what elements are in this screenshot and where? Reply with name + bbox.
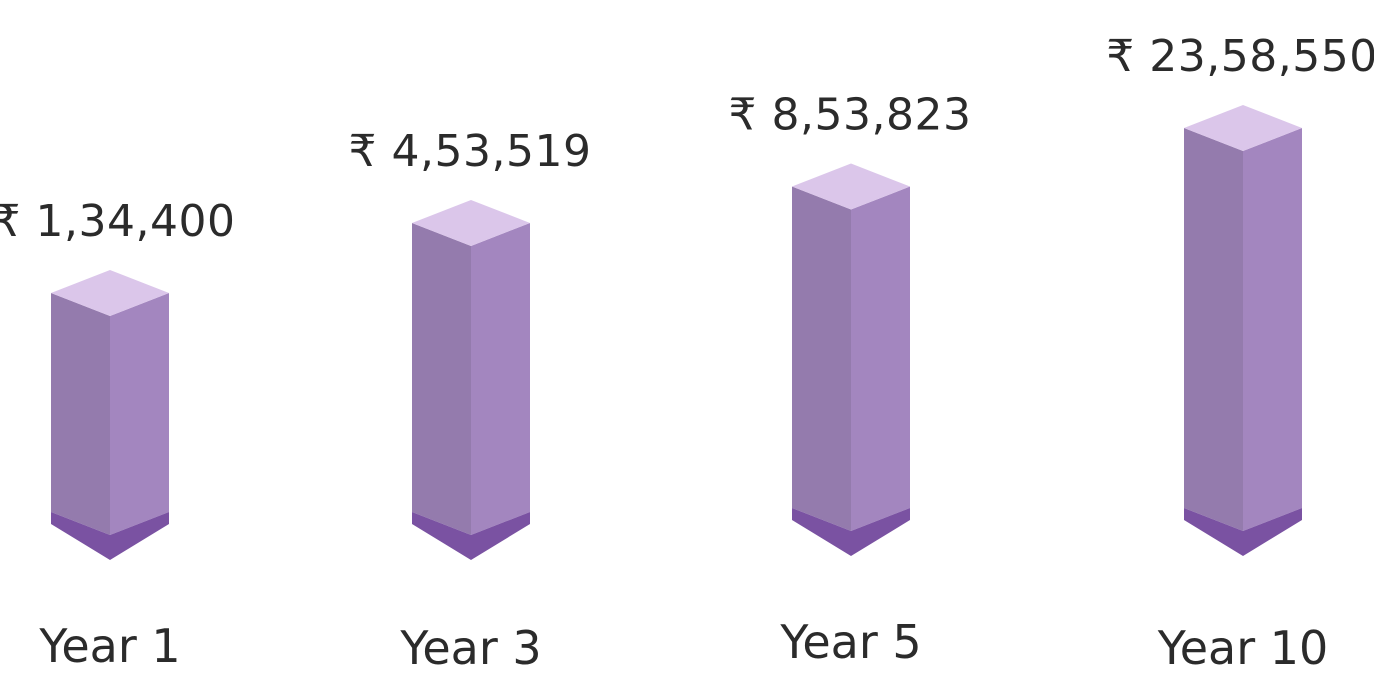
bar-right-face <box>1243 128 1302 531</box>
bar-base <box>51 512 169 560</box>
bar-left-face <box>51 293 110 535</box>
value-label-year-5: ₹ 8,53,823 <box>729 90 972 141</box>
bar-year-5 <box>792 163 910 556</box>
bar-top-face <box>792 163 910 210</box>
bar-top-face <box>51 270 169 316</box>
bar-year-3 <box>412 199 530 560</box>
value-label-year-10: ₹ 23,58,550 <box>1106 31 1374 82</box>
category-label-year-1: Year 1 <box>38 619 180 673</box>
value-label-year-3: ₹ 4,53,519 <box>349 126 592 177</box>
value-label-year-1: ₹ 1,34,400 <box>0 196 235 247</box>
bar-year-10 <box>1184 105 1302 556</box>
bar-left-face <box>412 222 471 535</box>
category-label-year-3: Year 3 <box>399 621 541 674</box>
bar-base <box>412 512 530 560</box>
category-labels-group: Year 1 Year 3 Year 5 Year 10 <box>38 615 1328 674</box>
bar-right-face <box>471 222 530 535</box>
category-label-year-5: Year 5 <box>779 615 921 669</box>
bar-base <box>1184 508 1302 556</box>
bar-base <box>792 508 910 556</box>
bar-right-face <box>851 186 910 531</box>
category-label-year-10: Year 10 <box>1157 621 1329 674</box>
bar-right-face <box>110 293 169 535</box>
value-labels-group: ₹ 1,34,400 ₹ 4,53,519 ₹ 8,53,823 ₹ 23,58… <box>0 31 1374 247</box>
bars-group <box>51 105 1302 560</box>
bar-left-face <box>1184 128 1243 531</box>
bar-top-face <box>1184 105 1302 151</box>
bar-left-face <box>792 186 851 531</box>
bar-top-face <box>412 199 530 246</box>
bar-year-1 <box>51 270 169 560</box>
